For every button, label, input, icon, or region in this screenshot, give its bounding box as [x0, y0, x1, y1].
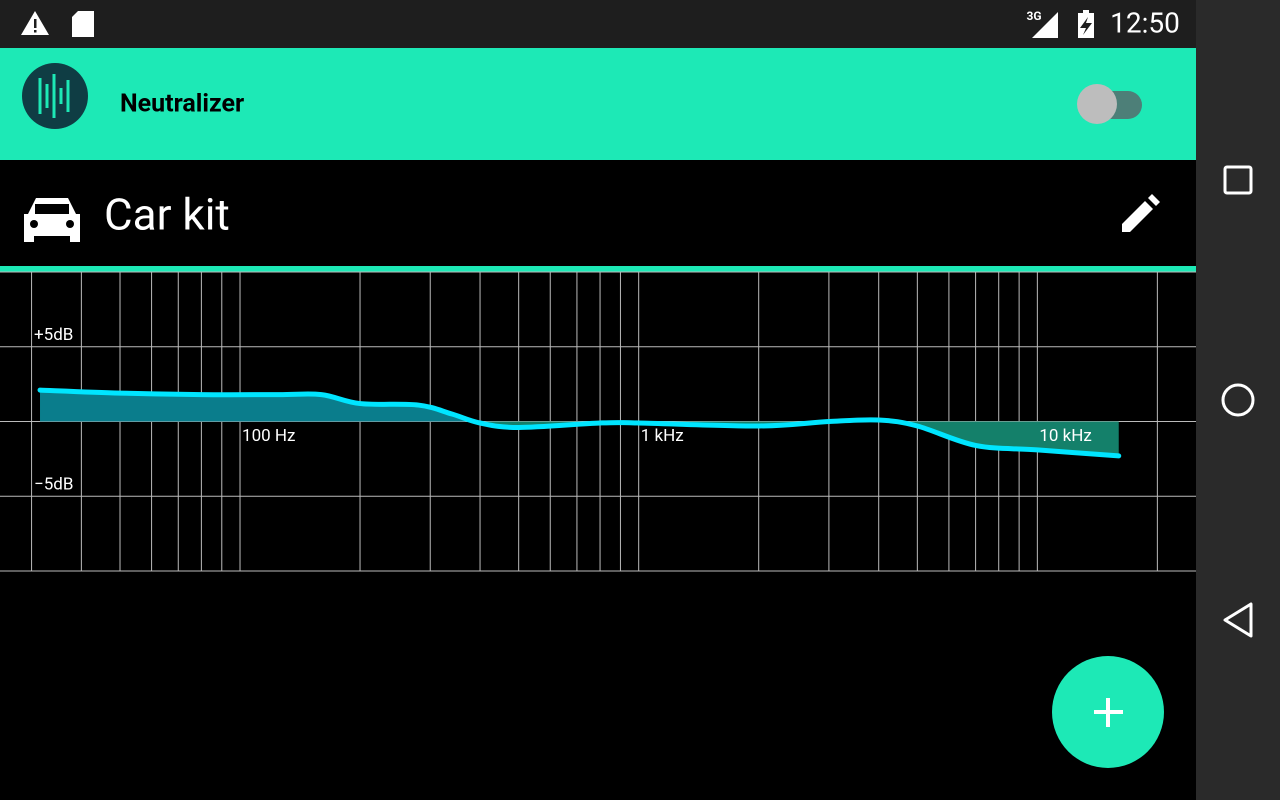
toggle-thumb: [1077, 84, 1117, 124]
y-tick-label: −5dB: [34, 475, 73, 495]
profile-name: Car kit: [104, 189, 230, 241]
y-tick-label: +5dB: [34, 325, 73, 345]
eq-chart: +5dB −5dB 100 Hz 1 kHz 10 kHz: [0, 271, 1196, 572]
recents-button[interactable]: [1223, 165, 1253, 195]
sd-card-icon: [72, 11, 94, 37]
network-label: 3G: [1026, 9, 1041, 23]
home-button[interactable]: [1221, 383, 1255, 417]
nav-bar: [1196, 0, 1280, 800]
area-positive: [40, 390, 1119, 422]
x-tick-label: 10 kHz: [1039, 426, 1092, 446]
add-button[interactable]: [1052, 656, 1164, 768]
x-tick-label: 1 kHz: [641, 426, 684, 446]
status-bar: [0, 0, 1196, 48]
fab-plus: [1106, 698, 1110, 727]
x-tick-label: 100 Hz: [242, 426, 295, 446]
car-light: [66, 220, 74, 228]
app-bar: [0, 48, 1196, 160]
toggle-switch[interactable]: [1077, 84, 1142, 124]
divider: [0, 266, 1196, 272]
back-button[interactable]: [1223, 602, 1253, 638]
edit-button[interactable]: [1122, 194, 1160, 232]
signal-icon: [1032, 12, 1058, 38]
charging-bolt: [1080, 17, 1092, 35]
eq-curve: [37, 387, 1122, 459]
car-light: [30, 220, 38, 228]
car-window: [35, 204, 69, 214]
clock: 12:50: [1110, 6, 1180, 39]
app-logo-bars: [38, 74, 70, 118]
area-negative: [40, 421, 1119, 456]
warning-dot: [34, 30, 37, 33]
app-title: Neutralizer: [120, 90, 244, 119]
warning-mark: [34, 19, 37, 28]
battery-cap: [1083, 10, 1089, 13]
